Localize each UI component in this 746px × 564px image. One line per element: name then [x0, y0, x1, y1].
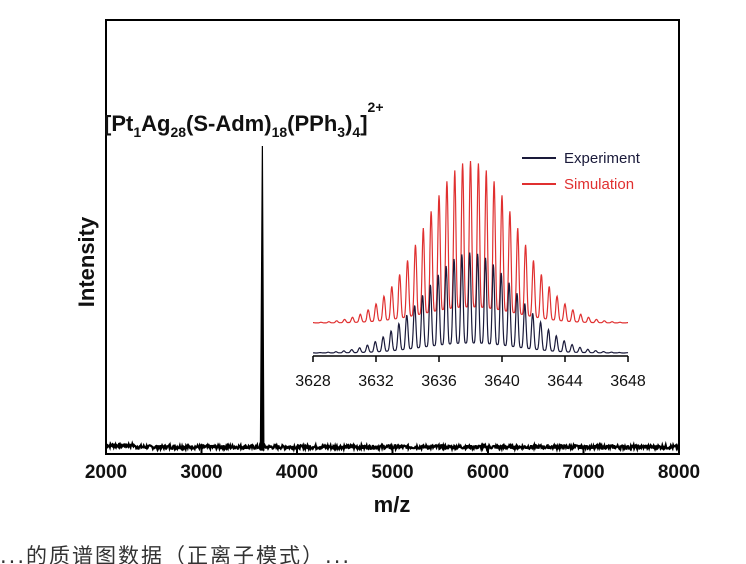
x-tick-label: 8000 — [658, 462, 700, 483]
x-axis-title: m/z — [374, 492, 411, 517]
legend-label-experiment: Experiment — [564, 150, 641, 167]
figure-caption: ...的质谱图数据（正离子模式）... — [0, 544, 352, 564]
mass-spectrum-figure: 2000 3000 4000 5000 6000 7000 8000 m/z Intensi… — [74, 19, 700, 517]
peak-annotation-formula: [Pt1Ag28(S-Adm)18(PPh3)4]2+ — [104, 99, 384, 140]
inset-x-tick-label: 3640 — [484, 373, 520, 390]
x-tick-label: 4000 — [276, 462, 318, 483]
y-axis-title: Intensity — [74, 216, 99, 307]
inset-x-tick-label: 3628 — [295, 373, 331, 390]
inset-simulation-trace — [313, 160, 628, 324]
inset-legend: Experiment Simulation — [522, 150, 641, 193]
x-tick-label: 5000 — [371, 462, 413, 483]
inset-experiment-trace — [313, 252, 629, 354]
inset-x-tick-label: 3644 — [547, 373, 583, 390]
spectrum-main-peak — [259, 145, 265, 451]
inset-x-tick-label: 3636 — [421, 373, 457, 390]
x-tick-label: 2000 — [85, 462, 127, 483]
x-tick-label: 7000 — [562, 462, 604, 483]
inset-x-tick-label: 3648 — [610, 373, 646, 390]
legend-label-simulation: Simulation — [564, 176, 634, 193]
x-axis: 2000 3000 4000 5000 6000 7000 8000 — [85, 447, 700, 483]
x-tick-label: 3000 — [180, 462, 222, 483]
isotope-inset: 3628 3632 3636 3640 3644 3648 — [295, 160, 646, 390]
inset-x-tick-label: 3632 — [358, 373, 394, 390]
x-tick-label: 6000 — [467, 462, 509, 483]
